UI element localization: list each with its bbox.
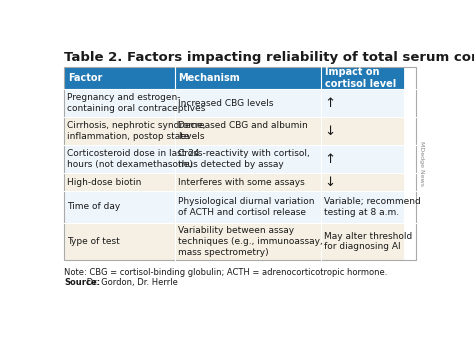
Bar xyxy=(64,174,175,191)
Text: Pregnancy and estrogen-
containing oral contraceptives: Pregnancy and estrogen- containing oral … xyxy=(67,93,205,113)
Bar xyxy=(64,191,175,223)
Text: Cirrhosis, nephrotic syndrome,
inflammation, postop state: Cirrhosis, nephrotic syndrome, inflammat… xyxy=(67,121,206,141)
Text: Dr. Gordon, Dr. Herrle: Dr. Gordon, Dr. Herrle xyxy=(84,278,178,287)
Text: Note: CBG = cortisol-binding globulin; ACTH = adrenocorticotropic hormone.: Note: CBG = cortisol-binding globulin; A… xyxy=(64,268,387,277)
Text: High-dose biotin: High-dose biotin xyxy=(67,178,141,187)
Bar xyxy=(64,67,416,260)
Text: Type of test: Type of test xyxy=(67,237,120,246)
Text: Physiological diurnal variation
of ACTH and cortisol release: Physiological diurnal variation of ACTH … xyxy=(178,197,314,217)
Bar xyxy=(175,89,321,117)
Bar xyxy=(64,89,175,117)
Text: Source:: Source: xyxy=(64,278,100,287)
Bar xyxy=(321,191,404,223)
Text: Factor: Factor xyxy=(68,73,102,83)
Text: Increased CBG levels: Increased CBG levels xyxy=(178,99,273,108)
Bar xyxy=(175,191,321,223)
Bar xyxy=(175,117,321,145)
Text: Interferes with some assays: Interferes with some assays xyxy=(178,178,305,187)
Bar xyxy=(321,174,404,191)
Bar xyxy=(175,67,321,89)
Text: ↓: ↓ xyxy=(324,176,335,188)
Text: Decreased CBG and albumin
levels: Decreased CBG and albumin levels xyxy=(178,121,308,141)
Bar xyxy=(64,117,175,145)
Bar xyxy=(64,223,175,260)
Bar xyxy=(175,174,321,191)
Bar xyxy=(321,67,404,89)
Bar xyxy=(175,145,321,174)
Text: ↓: ↓ xyxy=(324,125,335,138)
Bar xyxy=(321,145,404,174)
Text: Variable; recommend
testing at 8 a.m.: Variable; recommend testing at 8 a.m. xyxy=(324,197,420,217)
Bar xyxy=(321,117,404,145)
Text: MDedge News: MDedge News xyxy=(419,141,424,186)
Text: ↑: ↑ xyxy=(324,97,335,110)
Bar xyxy=(64,67,175,89)
Bar xyxy=(321,223,404,260)
Text: Time of day: Time of day xyxy=(67,202,120,211)
Bar xyxy=(321,89,404,117)
Text: Table 2. Factors impacting reliability of total serum cortisol testing: Table 2. Factors impacting reliability o… xyxy=(64,51,474,64)
Text: Variability between assay
techniques (e.g., immunoassay,
mass spectrometry): Variability between assay techniques (e.… xyxy=(178,226,323,257)
Bar xyxy=(64,145,175,174)
Text: Corticosteroid dose in last 24
hours (not dexamethasone): Corticosteroid dose in last 24 hours (no… xyxy=(67,150,200,169)
Text: ↑: ↑ xyxy=(324,153,335,166)
Text: Mechanism: Mechanism xyxy=(179,73,240,83)
Text: Cross-reactivity with cortisol,
thus detected by assay: Cross-reactivity with cortisol, thus det… xyxy=(178,150,310,169)
Bar xyxy=(175,223,321,260)
Text: May alter threshold
for diagnosing AI: May alter threshold for diagnosing AI xyxy=(324,231,412,251)
Text: Impact on
cortisol level: Impact on cortisol level xyxy=(325,67,396,89)
